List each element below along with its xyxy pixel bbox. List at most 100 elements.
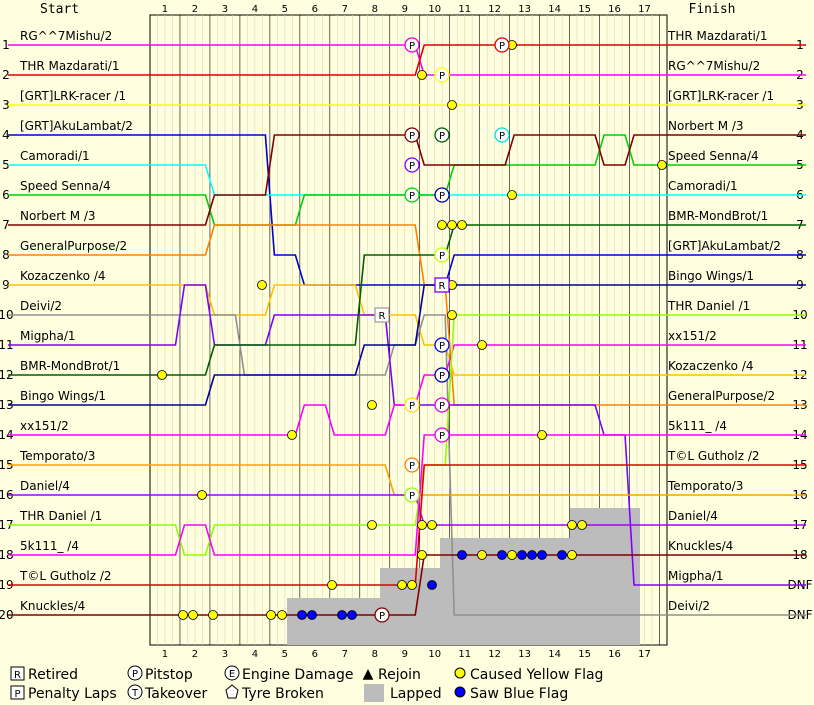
finish-driver-label: 5k111_ /4 — [668, 419, 727, 433]
yellow-flag-marker — [537, 430, 547, 440]
pitstop-letter: P — [499, 41, 505, 52]
legend-symbol — [224, 665, 240, 681]
pitstop-letter: P — [439, 191, 445, 202]
pitstop-letter: P — [409, 401, 415, 412]
start-driver-label: Bingo Wings/1 — [20, 389, 106, 403]
pitstop-marker — [404, 397, 420, 413]
start-position-number: 4 — [2, 128, 10, 142]
yellow-flag-marker — [197, 490, 207, 500]
lap-number-top: 17 — [638, 4, 651, 15]
yellow-flag-marker — [477, 550, 487, 560]
start-driver-label: THR Daniel /1 — [19, 509, 102, 523]
legend-symbol — [10, 666, 25, 681]
yellow-flag-marker — [477, 340, 487, 350]
lap-number-top: 2 — [192, 4, 198, 15]
yellow-flag-marker — [287, 430, 297, 440]
finish-driver-label: Migpha/1 — [668, 569, 724, 583]
lap-number-bottom: 16 — [608, 649, 621, 660]
pitstop-letter: P — [409, 461, 415, 472]
lap-number-bottom: 7 — [342, 649, 348, 660]
yellow-flag-marker — [567, 520, 577, 530]
pitstop-letter: P — [439, 131, 445, 142]
start-driver-label: BMR-MondBrot/1 — [20, 359, 120, 373]
start-position-number: 1 — [2, 38, 10, 52]
driver-line — [8, 314, 806, 556]
start-position-number: 7 — [2, 218, 10, 232]
yellow-flag-marker — [178, 610, 188, 620]
legend-symbol-letter: P — [132, 669, 138, 680]
blue-flag-marker — [427, 580, 437, 590]
blue-flag-marker — [307, 610, 317, 620]
pitstop-letter: P — [379, 611, 385, 622]
lap-number-bottom: 6 — [312, 649, 318, 660]
driver-line — [8, 44, 806, 76]
legend-symbol — [454, 667, 466, 679]
yellow-flag-marker — [447, 310, 457, 320]
legend-label: Engine Damage — [242, 667, 354, 683]
blue-flag-marker — [337, 610, 347, 620]
start-position-number: 8 — [2, 248, 10, 262]
start-position-number: 19 — [0, 578, 14, 592]
finish-driver-label: [GRT]LRK-racer /1 — [668, 89, 774, 103]
retired-marker — [374, 307, 390, 323]
lap-number-bottom: 5 — [282, 649, 288, 660]
finish-driver-label: T©L Gutholz /2 — [667, 449, 760, 463]
legend-label: Rejoin — [378, 667, 421, 683]
blue-flag-marker — [457, 550, 467, 560]
yellow-flag-marker — [397, 580, 407, 590]
retired-letter: R — [379, 311, 386, 322]
start-driver-label: Migpha/1 — [20, 329, 76, 343]
lapped-area — [380, 568, 440, 645]
yellow-flag-marker — [407, 580, 417, 590]
legend-symbol-letter: ▲ — [363, 666, 374, 682]
finish-driver-label: [GRT]AkuLambat/2 — [668, 239, 781, 253]
pitstop-marker — [434, 127, 450, 143]
yellow-flag-marker — [367, 520, 377, 530]
legend-label: Penalty Laps — [28, 686, 117, 702]
start-driver-label: Deivi/2 — [20, 299, 62, 313]
driver-line — [8, 434, 806, 556]
yellow-flag-marker — [657, 160, 667, 170]
legend-label: Pitstop — [145, 667, 193, 683]
yellow-flag-marker — [507, 550, 517, 560]
blue-flag-marker — [517, 550, 527, 560]
legend-symbol — [10, 685, 25, 700]
lap-number-top: 5 — [282, 4, 288, 15]
finish-driver-label: BMR-MondBrot/1 — [668, 209, 768, 223]
finish-driver-label: THR Mazdarati/1 — [667, 29, 768, 43]
start-position-number: 13 — [0, 398, 14, 412]
start-driver-label: Camoradi/1 — [20, 149, 90, 163]
lap-number-bottom: 3 — [222, 649, 228, 660]
lap-number-bottom: 2 — [192, 649, 198, 660]
pitstop-marker — [404, 487, 420, 503]
yellow-flag-marker — [277, 610, 287, 620]
pitstop-letter: P — [439, 371, 445, 382]
yellow-flag-marker — [257, 280, 267, 290]
start-position-number: 3 — [2, 98, 10, 112]
blue-flag-marker — [527, 550, 537, 560]
lap-number-top: 1 — [162, 4, 168, 15]
pitstop-letter: P — [439, 431, 445, 442]
yellow-flag-marker — [266, 610, 276, 620]
blue-flag-marker — [497, 550, 507, 560]
pitstop-letter: P — [439, 71, 445, 82]
yellow-flag-marker — [417, 550, 427, 560]
blue-flag-marker — [537, 550, 547, 560]
start-driver-label: Speed Senna/4 — [20, 179, 111, 193]
pitstop-marker — [404, 127, 420, 143]
start-driver-label: 5k111_ /4 — [20, 539, 79, 553]
lap-number-top: 15 — [578, 4, 591, 15]
pitstop-marker — [404, 187, 420, 203]
legend-symbol-letter: P — [14, 689, 20, 700]
start-driver-label: xx151/2 — [20, 419, 69, 433]
start-driver-label: T©L Gutholz /2 — [19, 569, 112, 583]
blue-flag-marker — [347, 610, 357, 620]
start-position-number: 15 — [0, 458, 14, 472]
driver-line — [8, 284, 806, 406]
legend-label: Lapped — [390, 686, 442, 702]
yellow-flag-marker — [417, 70, 427, 80]
pitstop-marker — [434, 67, 450, 83]
legend-label: Retired — [28, 667, 78, 683]
yellow-flag-marker — [417, 520, 427, 530]
retired-letter: R — [439, 281, 446, 292]
